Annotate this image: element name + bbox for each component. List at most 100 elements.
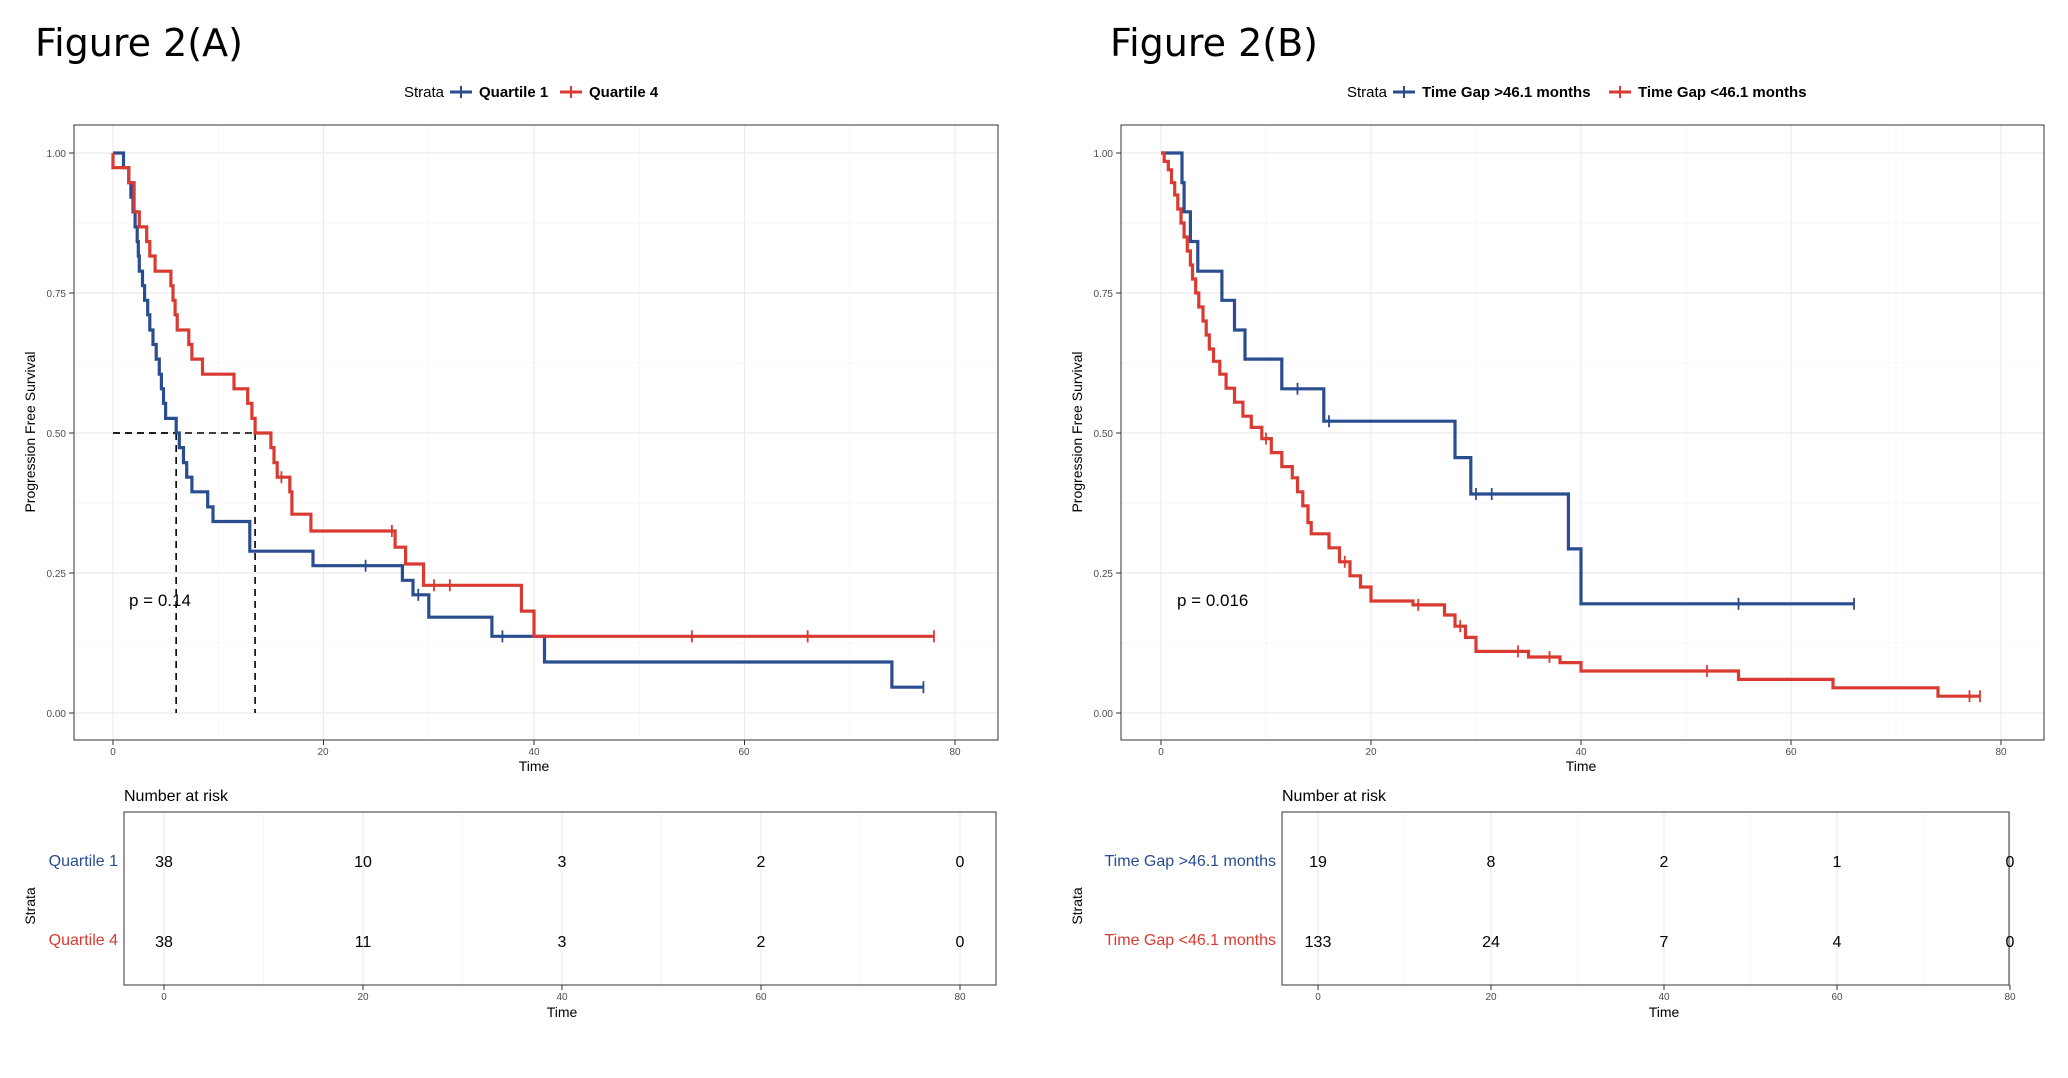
panel-b: Figure 2(B) Strata Time Gap >46.1 months…: [1069, 21, 2045, 1020]
xtick-label: 0: [1158, 747, 1164, 758]
risk-row-label-a-1: Quartile 4: [49, 932, 118, 949]
survival-curve-red: [111, 153, 934, 638]
survival-plot-a: [69, 124, 999, 745]
risk-table-title-a: Number at risk: [124, 788, 229, 805]
survival-curve-blue: [113, 151, 924, 689]
risk-cell: 2: [1660, 854, 1669, 871]
xtick-label: 20: [1485, 992, 1497, 1003]
risk-table-frame-b: [1281, 811, 2010, 986]
risk-table-grid-a: [163, 812, 961, 990]
xtick-label: 80: [954, 992, 966, 1003]
legend-title-a: Strata: [404, 84, 445, 101]
figure-title-a: Figure 2(A): [35, 21, 243, 65]
risk-cell: 3: [558, 934, 567, 951]
survival-curve-blue: [1161, 151, 1854, 606]
risk-row-a-1: 38 11 3 2 0: [155, 934, 964, 951]
risk-table-frame-a: [123, 811, 997, 986]
xtick-label: 80: [1995, 747, 2007, 758]
risk-cell: 8: [1487, 854, 1496, 871]
risk-row-a-0: 38 10 3 2 0: [155, 854, 964, 871]
risk-x-axis-label-a: Time: [547, 1004, 578, 1020]
risk-cell: 4: [1833, 934, 1842, 951]
yticks-b: 0.00 0.25 0.50 0.75 1.00: [1094, 149, 1114, 720]
ytick-label: 0.50: [47, 429, 67, 440]
xtick-label: 0: [161, 992, 167, 1003]
risk-cell: 0: [956, 934, 965, 951]
y-axis-label-a: Progression Free Survival: [22, 351, 38, 512]
ytick-label: 0.00: [47, 709, 67, 720]
ytick-label: 1.00: [47, 149, 67, 160]
risk-row-label-b-0: Time Gap >46.1 months: [1105, 853, 1277, 870]
xtick-label: 20: [1365, 747, 1377, 758]
risk-row-b-1: 133 24 7 4 0: [1305, 934, 2015, 951]
legend-label-b-1: Time Gap <46.1 months: [1638, 84, 1807, 101]
xtick-label: 60: [738, 747, 750, 758]
xtick-label: 20: [357, 992, 369, 1003]
risk-y-axis-label-a: Strata: [22, 887, 38, 925]
xtick-label: 60: [755, 992, 767, 1003]
y-axis-label-b: Progression Free Survival: [1069, 351, 1085, 512]
risk-cell: 11: [355, 934, 372, 951]
risk-xticks-a: 0 20 40 60 80: [161, 992, 966, 1003]
risk-cell: 24: [1482, 934, 1500, 951]
p-value-a: p = 0.14: [129, 591, 191, 610]
risk-cell: 0: [2006, 934, 2015, 951]
plot-frame: [1120, 124, 2045, 741]
risk-y-axis-label-b: Strata: [1069, 887, 1085, 925]
risk-x-axis-label-b: Time: [1649, 1004, 1680, 1020]
legend-label-a-1: Quartile 4: [589, 84, 659, 101]
risk-table-grid-b: [1317, 812, 2011, 990]
ytick-label: 1.00: [1094, 149, 1114, 160]
legend-b: Strata Time Gap >46.1 months Time Gap <4…: [1347, 84, 1807, 101]
x-axis-label-a: Time: [519, 758, 550, 774]
survival-plot-b: [1116, 124, 2045, 745]
yticks-a: 0.00 0.25 0.50 0.75 1.00: [47, 149, 67, 720]
ytick-label: 0.25: [1094, 569, 1114, 580]
risk-cell: 133: [1305, 934, 1332, 951]
legend-title-b: Strata: [1347, 84, 1388, 101]
risk-cell: 3: [558, 854, 567, 871]
risk-table-title-b: Number at risk: [1282, 788, 1387, 805]
xtick-label: 40: [528, 747, 540, 758]
risk-cell: 2: [757, 934, 766, 951]
risk-row-label-b-1: Time Gap <46.1 months: [1105, 932, 1277, 949]
x-axis-label-b: Time: [1566, 758, 1597, 774]
xtick-label: 60: [1785, 747, 1797, 758]
ytick-label: 0.25: [47, 569, 67, 580]
risk-cell: 1: [1833, 854, 1842, 871]
xticks-b: 0 20 40 60 80: [1158, 747, 2007, 758]
risk-cell: 38: [155, 934, 173, 951]
risk-cell: 0: [2006, 854, 2015, 871]
xtick-label: 80: [949, 747, 961, 758]
xtick-label: 0: [110, 747, 116, 758]
risk-cell: 7: [1660, 934, 1669, 951]
risk-row-b-0: 19 8 2 1 0: [1309, 854, 2014, 871]
legend-a: Strata Quartile 1 Quartile 4: [404, 84, 659, 101]
risk-cell: 38: [155, 854, 173, 871]
xtick-label: 40: [1575, 747, 1587, 758]
xtick-label: 40: [556, 992, 568, 1003]
ytick-label: 0.75: [1094, 289, 1114, 300]
ytick-label: 0.50: [1094, 429, 1114, 440]
legend-label-b-0: Time Gap >46.1 months: [1422, 84, 1591, 101]
risk-row-label-a-0: Quartile 1: [49, 853, 118, 870]
xtick-label: 0: [1315, 992, 1321, 1003]
legend-label-a-0: Quartile 1: [479, 84, 548, 101]
plot-frame: [73, 124, 999, 741]
survival-curve-red: [1161, 151, 1980, 698]
xtick-label: 40: [1658, 992, 1670, 1003]
xticks-a: 0 20 40 60 80: [110, 747, 961, 758]
ytick-label: 0.00: [1094, 709, 1114, 720]
risk-cell: 10: [354, 854, 372, 871]
xtick-label: 20: [317, 747, 329, 758]
risk-cell: 19: [1309, 854, 1327, 871]
panel-a: Figure 2(A) Strata Quartile 1 Quartile 4…: [22, 21, 999, 1020]
figure-title-b: Figure 2(B): [1110, 21, 1318, 65]
risk-cell: 2: [757, 854, 766, 871]
risk-xticks-b: 0 20 40 60 80: [1315, 992, 2016, 1003]
risk-cell: 0: [956, 854, 965, 871]
xtick-label: 60: [1831, 992, 1843, 1003]
p-value-b: p = 0.016: [1177, 591, 1248, 610]
xtick-label: 80: [2004, 992, 2016, 1003]
